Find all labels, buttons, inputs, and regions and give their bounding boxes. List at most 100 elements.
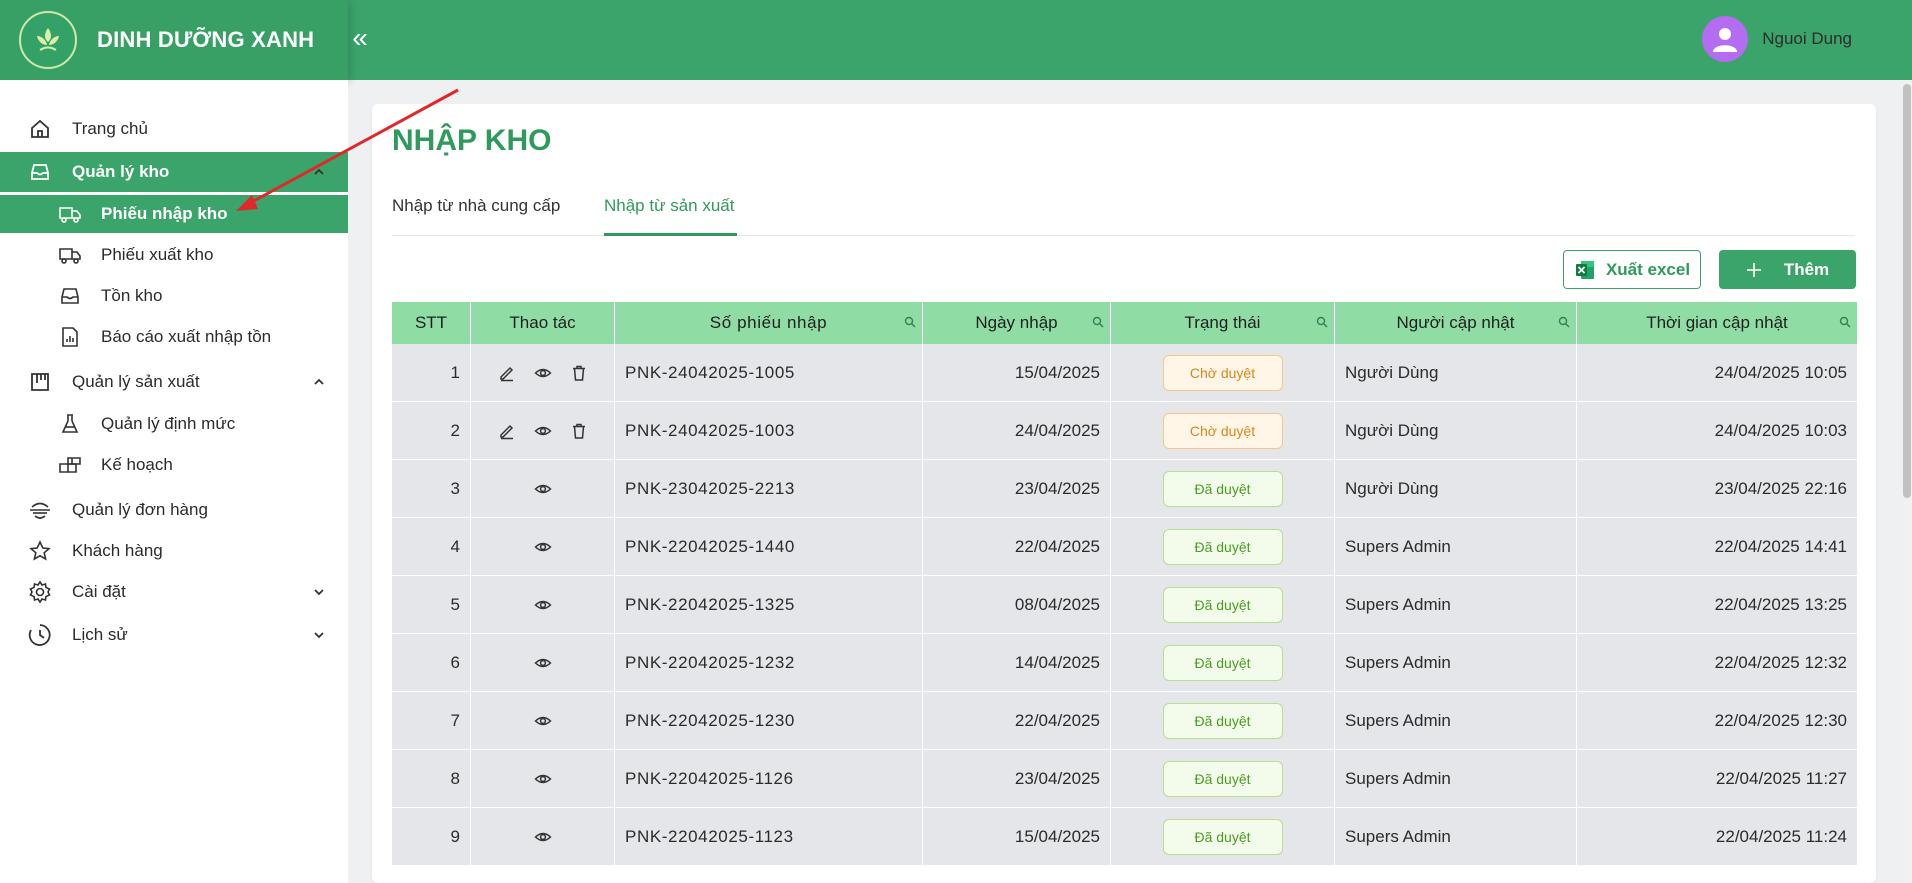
cell-updated-by: Supers Admin [1335, 692, 1577, 750]
star-icon [28, 539, 52, 563]
scrollbar-thumb[interactable] [1903, 84, 1911, 498]
cell-status: Chờ duyệt [1111, 344, 1335, 402]
inbox-icon [58, 284, 82, 308]
table-row[interactable]: 7 PNK-22042025-1230 22/04/2025 Đã duyệt … [392, 692, 1857, 750]
user-name: Nguoi Dung [1762, 29, 1852, 48]
sidebar-item-label: Quản lý kho [72, 162, 170, 181]
cell-actions [471, 402, 615, 460]
cell-import-date: 14/04/2025 [923, 634, 1111, 692]
table-row[interactable]: 6 PNK-22042025-1232 14/04/2025 Đã duyệt … [392, 634, 1857, 692]
table-row[interactable]: 5 PNK-22042025-1325 08/04/2025 Đã duyệt … [392, 576, 1857, 634]
table-row[interactable]: 3 PNK-23042025-2213 23/04/2025 Đã duyệt … [392, 460, 1857, 518]
cell-actions [471, 750, 615, 808]
sidebar-item-label: Tồn kho [101, 286, 163, 305]
cell-receipt-code: PNK-22042025-1123 [615, 808, 923, 866]
column-header-updated-at[interactable]: Thời gian cập nhật [1577, 302, 1857, 344]
eye-icon[interactable] [533, 654, 552, 672]
edit-icon[interactable] [498, 422, 516, 440]
cell-status: Chờ duyệt [1111, 402, 1335, 460]
trash-icon[interactable] [570, 364, 588, 382]
cell-actions [471, 576, 615, 634]
cell-updated-by: Người Dùng [1335, 344, 1577, 402]
add-button[interactable]: Thêm [1719, 250, 1856, 289]
sidebar-item-production[interactable]: Quản lý sản xuất [0, 363, 348, 401]
cell-status: Đã duyệt [1111, 692, 1335, 750]
table-row[interactable]: 4 PNK-22042025-1440 22/04/2025 Đã duyệt … [392, 518, 1857, 576]
truck-icon [58, 202, 82, 226]
factory-icon [28, 370, 52, 394]
cell-import-date: 15/04/2025 [923, 808, 1111, 866]
cell-updated-by: Supers Admin [1335, 808, 1577, 866]
eye-icon[interactable] [533, 770, 552, 788]
avatar[interactable] [1702, 16, 1749, 62]
sidebar-item-inventory-report[interactable]: Báo cáo xuất nhập tồn [0, 318, 348, 356]
chevron-down-icon [314, 632, 324, 639]
tab-bar: Nhập từ nhà cung cấp Nhập từ sản xuất [392, 176, 1855, 236]
column-header-date[interactable]: Ngày nhập [923, 302, 1111, 344]
sidebar-item-customers[interactable]: Khách hàng [0, 532, 348, 570]
chevron-up-icon [314, 378, 324, 385]
cell-stt: 6 [392, 634, 471, 692]
column-header-updated-by[interactable]: Người cập nhật [1335, 302, 1577, 344]
plus-icon [1746, 262, 1761, 277]
column-header-code[interactable]: Số phiếu nhập [615, 302, 923, 344]
tab-production-import[interactable]: Nhập từ sản xuất [604, 196, 735, 215]
table-row[interactable]: 2 PNK-24042025-1003 24/04/2025 Chờ duyệt… [392, 402, 1857, 460]
cell-status: Đã duyệt [1111, 750, 1335, 808]
search-icon[interactable] [1558, 316, 1570, 328]
search-icon[interactable] [1839, 316, 1851, 328]
sidebar-item-norms[interactable]: Quản lý định mức [0, 405, 348, 443]
sidebar-item-orders[interactable]: Quản lý đơn hàng [0, 491, 348, 529]
cell-stt: 1 [392, 344, 471, 402]
sidebar-item-import-receipt[interactable]: Phiếu nhập kho [0, 195, 348, 233]
search-icon[interactable] [904, 316, 916, 328]
eye-icon[interactable] [533, 828, 552, 846]
export-excel-button[interactable]: Xuất excel [1563, 250, 1701, 289]
edit-icon[interactable] [498, 364, 516, 382]
sidebar-item-export-receipt[interactable]: Phiếu xuất kho [0, 236, 348, 274]
sidebar-item-settings[interactable]: Cài đặt [0, 573, 348, 611]
content-card: NHẬP KHO Nhập từ nhà cung cấp Nhập từ sả… [372, 104, 1876, 883]
cell-stt: 2 [392, 402, 471, 460]
sidebar-item-label: Báo cáo xuất nhập tồn [101, 327, 272, 346]
sidebar-item-history[interactable]: Lịch sử [0, 616, 348, 654]
sidebar-item-stock[interactable]: Tồn kho [0, 277, 348, 315]
search-icon[interactable] [1092, 316, 1104, 328]
sidebar-item-warehouse[interactable]: Quản lý kho [0, 152, 348, 192]
brand-name: DINH DƯỠNG XANH [97, 27, 315, 52]
user-menu[interactable]: Nguoi Dung [1702, 16, 1852, 62]
sidebar-item-label: Phiếu xuất kho [101, 245, 214, 264]
column-header-stt: STT [392, 302, 471, 344]
eye-icon[interactable] [533, 364, 552, 382]
cell-receipt-code: PNK-22042025-1126 [615, 750, 923, 808]
status-badge: Chờ duyệt [1162, 355, 1283, 391]
table-row[interactable]: 1 PNK-24042025-1005 15/04/2025 Chờ duyệt… [392, 344, 1857, 402]
column-header-status[interactable]: Trạng thái [1111, 302, 1335, 344]
cell-status: Đã duyệt [1111, 518, 1335, 576]
status-badge: Đã duyệt [1162, 703, 1283, 739]
eye-icon[interactable] [533, 422, 552, 440]
trash-icon[interactable] [570, 422, 588, 440]
table-header: STT Thao tác Số phiếu nhập Ngày nhập Trạ… [392, 302, 1857, 344]
search-icon[interactable] [1316, 316, 1328, 328]
cell-stt: 5 [392, 576, 471, 634]
cell-status: Đã duyệt [1111, 808, 1335, 866]
blocks-icon [58, 453, 82, 477]
sidebar-item-plan[interactable]: Kế hoạch [0, 446, 348, 484]
eye-icon[interactable] [533, 596, 552, 614]
add-label: Thêm [1783, 259, 1830, 279]
collapse-sidebar-button[interactable]: « [352, 22, 368, 53]
eye-icon[interactable] [533, 480, 552, 498]
table-row[interactable]: 8 PNK-22042025-1126 23/04/2025 Đã duyệt … [392, 750, 1857, 808]
cell-actions [471, 518, 615, 576]
sidebar-item-label: Quản lý định mức [101, 414, 236, 433]
table-row[interactable]: 9 PNK-22042025-1123 15/04/2025 Đã duyệt … [392, 808, 1857, 866]
sidebar-item-home[interactable]: Trang chủ [0, 110, 348, 148]
tab-supplier-import[interactable]: Nhập từ nhà cung cấp [392, 196, 561, 215]
cell-receipt-code: PNK-24042025-1003 [615, 402, 923, 460]
eye-icon[interactable] [533, 712, 552, 730]
eye-icon[interactable] [533, 538, 552, 556]
home-icon [28, 117, 52, 141]
cell-updated-at: 24/04/2025 10:03 [1714, 421, 1847, 440]
chevron-down-icon [314, 589, 324, 596]
